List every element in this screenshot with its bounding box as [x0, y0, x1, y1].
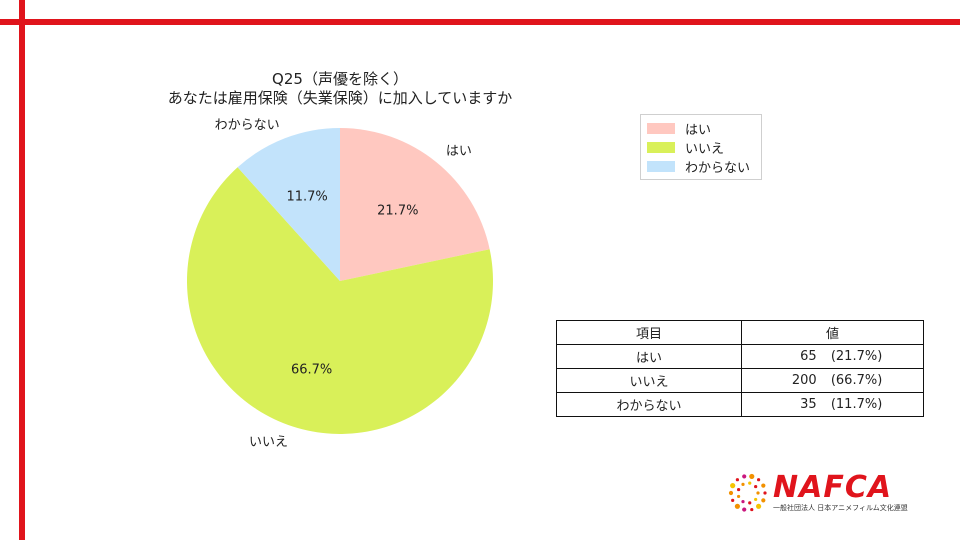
legend-label: はい	[685, 123, 712, 138]
table-cell-percent: (21.7%)	[830, 349, 883, 364]
table-cell-percent: (11.7%)	[830, 397, 883, 412]
table-cell-percent: (66.7%)	[830, 373, 883, 388]
table-cell-count: 35	[800, 397, 817, 412]
logo-wordmark: NAFCA	[773, 470, 893, 505]
table-cell-value: 35 (11.7%)	[741, 392, 924, 417]
logo-subtitle: 一般社団法人 日本アニメフィルム文化連盟	[773, 504, 908, 512]
pie-category-label: はい	[446, 144, 472, 159]
chart-title-line-2: あなたは雇用保険（失業保険）に加入していますか	[167, 89, 513, 107]
legend-item: わからない	[647, 157, 755, 176]
table-cell-value: 200 (66.7%)	[741, 368, 924, 393]
chart-title-line-1: Q25（声優を除く）	[272, 70, 408, 88]
table-header-item: 項目	[556, 320, 742, 345]
table-cell-count: 200	[791, 373, 817, 388]
pie-slice-wakaranai	[237, 128, 340, 281]
pie-slice-hai	[340, 128, 490, 281]
table-row: はい 65 (21.7%)	[556, 344, 924, 369]
legend-swatch	[647, 123, 675, 134]
legend-item: いいえ	[647, 138, 755, 157]
table-cell-value: 65 (21.7%)	[741, 344, 924, 369]
table-cell-item: いいえ	[556, 368, 742, 393]
nafca-logo: NAFCA 一般社団法人 日本アニメフィルム文化連盟	[727, 470, 927, 516]
table-header-row: 項目 値	[556, 320, 924, 345]
table-cell-item: はい	[556, 344, 742, 369]
table-row: いいえ 200 (66.7%)	[556, 368, 924, 393]
values-table: 項目 値 はい 65 (21.7%) いいえ 200 (66.7%) わからない…	[556, 320, 924, 417]
logo-dots-icon	[728, 473, 767, 512]
legend-item: はい	[647, 119, 755, 138]
top-red-rule	[0, 19, 960, 25]
legend-label: いいえ	[685, 142, 725, 157]
table-header-value: 値	[741, 320, 924, 345]
table-row: わからない 35 (11.7%)	[556, 392, 924, 417]
pie-category-label: いいえ	[249, 435, 288, 450]
left-red-rule	[19, 0, 25, 540]
pie-percent-label: 21.7%	[377, 204, 418, 219]
table-cell-count: 65	[800, 349, 817, 364]
chart-legend: はい いいえ わからない	[640, 114, 762, 180]
pie-category-label: わからない	[215, 118, 280, 133]
chart-title: Q25（声優を除く） あなたは雇用保険（失業保険）に加入していますか	[140, 70, 540, 108]
pie-percent-label: 66.7%	[291, 362, 332, 377]
table-cell-item: わからない	[556, 392, 742, 417]
pie-percent-label: 11.7%	[286, 189, 327, 204]
pie-slice-iie	[187, 167, 494, 434]
legend-label: わからない	[685, 161, 751, 176]
legend-swatch	[647, 142, 675, 153]
legend-swatch	[647, 161, 675, 172]
